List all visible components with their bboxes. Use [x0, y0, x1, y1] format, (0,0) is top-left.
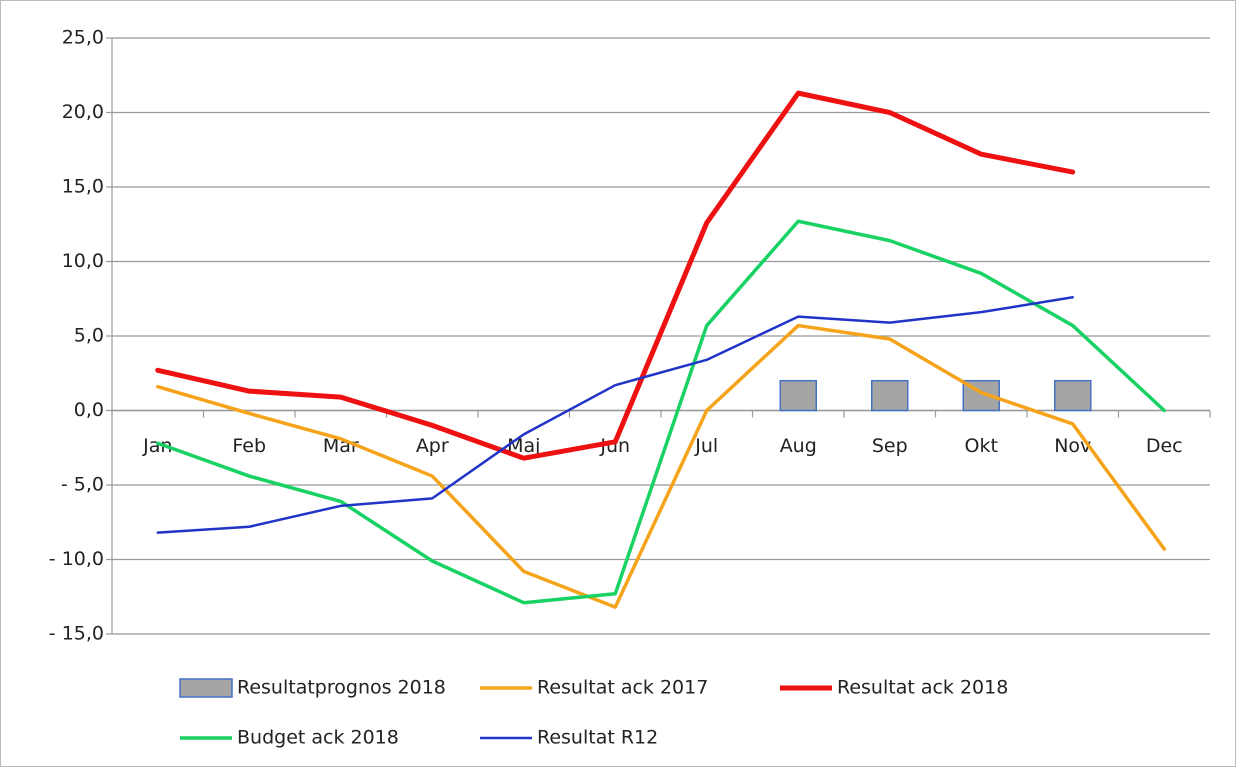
y-tick-label: 5,0 [74, 325, 104, 347]
x-tick-label: Jun [599, 435, 630, 457]
bar [871, 379, 909, 412]
legend-label: Resultatprognos 2018 [237, 677, 446, 699]
x-tick-label: Okt [965, 435, 998, 457]
x-tick-label: Feb [232, 435, 266, 457]
legend-label: Resultat R12 [537, 727, 658, 749]
line-series [156, 219, 1166, 605]
bar [779, 379, 817, 412]
x-tick-label: Nov [1054, 435, 1091, 457]
x-tick-label: Jan [142, 435, 172, 457]
x-tick-label: Jul [694, 435, 718, 457]
y-tick-label: - 15,0 [49, 623, 104, 645]
x-tick-label: Apr [416, 435, 449, 457]
y-tick-label: 10,0 [62, 250, 104, 272]
bar [1054, 379, 1092, 412]
line-series [156, 323, 1166, 609]
y-tick-label: 0,0 [74, 399, 104, 421]
legend-swatch [179, 678, 233, 698]
legend-label: Budget ack 2018 [237, 727, 399, 749]
y-tick-label: 15,0 [62, 176, 104, 198]
x-tick-label: Mar [323, 435, 359, 457]
line-series [155, 90, 1076, 461]
y-tick-label: 25,0 [62, 27, 104, 49]
line-series [156, 296, 1074, 534]
y-tick-label: - 10,0 [49, 548, 104, 570]
x-tick-label: Sep [872, 435, 908, 457]
y-tick-label: 20,0 [62, 101, 104, 123]
legend-label: Resultat ack 2017 [537, 677, 708, 699]
x-tick-label: Dec [1146, 435, 1183, 457]
x-tick-label: Aug [780, 435, 817, 457]
y-tick-label: - 5,0 [61, 474, 104, 496]
legend-label: Resultat ack 2018 [837, 677, 1008, 699]
